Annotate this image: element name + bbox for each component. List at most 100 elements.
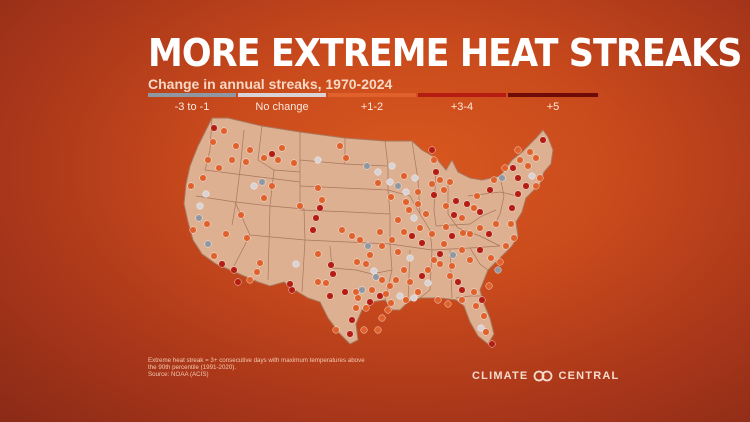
station-dot — [246, 146, 254, 154]
station-dot — [230, 266, 238, 274]
station-dot — [514, 174, 522, 182]
legend-label: -3 to -1 — [174, 101, 210, 113]
station-dot — [228, 156, 236, 164]
station-dot — [195, 214, 203, 222]
station-dot — [210, 252, 218, 260]
station-dot — [422, 210, 430, 218]
brand-left: CLIMATE — [472, 370, 529, 382]
station-dot — [446, 272, 454, 280]
station-dot — [363, 162, 371, 170]
station-dot — [446, 178, 454, 186]
station-dot — [253, 268, 261, 276]
station-dot — [466, 256, 474, 264]
station-dot — [458, 214, 466, 222]
station-dot — [536, 174, 544, 182]
legend-swatch — [148, 93, 236, 97]
station-dot — [514, 146, 522, 154]
station-dot — [476, 208, 484, 216]
station-dot — [326, 292, 334, 300]
climate-central-logo-icon — [534, 370, 553, 382]
station-dot — [400, 228, 408, 236]
station-dot — [478, 296, 486, 304]
station-dot — [374, 326, 382, 334]
station-dot — [374, 168, 382, 176]
station-dot — [476, 246, 484, 254]
station-dot — [424, 266, 432, 274]
station-dot — [358, 286, 366, 294]
station-dot — [242, 158, 250, 166]
legend-label: +3-4 — [450, 101, 474, 113]
station-dot — [418, 272, 426, 280]
state-border — [299, 132, 351, 213]
station-dot — [406, 278, 414, 286]
station-dot — [243, 234, 251, 242]
station-dot — [318, 196, 326, 204]
station-dot — [430, 156, 438, 164]
station-dot — [202, 190, 210, 198]
station-dot — [410, 214, 418, 222]
legend-swatch — [238, 93, 326, 97]
station-dot — [387, 193, 395, 201]
station-dot — [388, 236, 396, 244]
station-dot — [376, 228, 384, 236]
station-dot — [338, 226, 346, 234]
station-dot — [268, 182, 276, 190]
station-dot — [210, 124, 218, 132]
station-dot — [428, 146, 436, 154]
station-dot — [440, 240, 448, 248]
station-dot — [286, 280, 294, 288]
state-border — [249, 234, 306, 241]
station-dot — [414, 288, 422, 296]
legend-item-decrease: -3 to -1 — [148, 93, 236, 115]
station-dot — [368, 286, 376, 294]
station-dot — [346, 330, 354, 338]
station-dot — [364, 242, 372, 250]
station-dot — [458, 246, 466, 254]
station-dot — [234, 278, 242, 286]
station-dot — [414, 188, 422, 196]
station-dot — [414, 200, 422, 208]
station-dot — [410, 294, 418, 302]
station-dot — [256, 259, 264, 267]
station-dot — [532, 182, 540, 190]
station-dot — [352, 304, 360, 312]
legend-swatch — [328, 93, 416, 97]
state-border — [329, 245, 393, 275]
state-border — [195, 195, 251, 271]
station-dot — [466, 230, 474, 238]
station-dot — [400, 172, 408, 180]
station-dot — [258, 178, 266, 186]
station-dot — [510, 234, 518, 242]
station-dot — [370, 267, 378, 275]
state-border — [231, 129, 245, 226]
station-dot — [470, 204, 478, 212]
station-dot — [218, 260, 226, 268]
station-dot — [384, 306, 392, 314]
station-dot — [386, 282, 394, 290]
station-dot — [374, 179, 382, 187]
station-dot — [199, 174, 207, 182]
station-dot — [316, 204, 324, 212]
station-dot — [492, 220, 500, 228]
state-border — [269, 205, 306, 293]
state-border — [419, 249, 433, 299]
station-dot — [314, 250, 322, 258]
station-dot — [366, 298, 374, 306]
station-dot — [366, 251, 374, 259]
station-dot — [329, 270, 337, 278]
station-dot — [470, 288, 478, 296]
station-dot — [204, 156, 212, 164]
station-dot — [187, 182, 195, 190]
state-border — [304, 239, 391, 245]
station-dot — [440, 186, 448, 194]
station-dot — [428, 230, 436, 238]
station-dot — [394, 248, 402, 256]
station-dot — [378, 314, 386, 322]
station-dot — [356, 236, 364, 244]
station-dot — [362, 304, 370, 312]
station-dot — [388, 162, 396, 170]
legend-item-increase-1-2: +1-2 — [328, 93, 416, 115]
climate-central-logo: CLIMATE CENTRAL — [472, 369, 619, 383]
station-dot — [232, 142, 240, 150]
